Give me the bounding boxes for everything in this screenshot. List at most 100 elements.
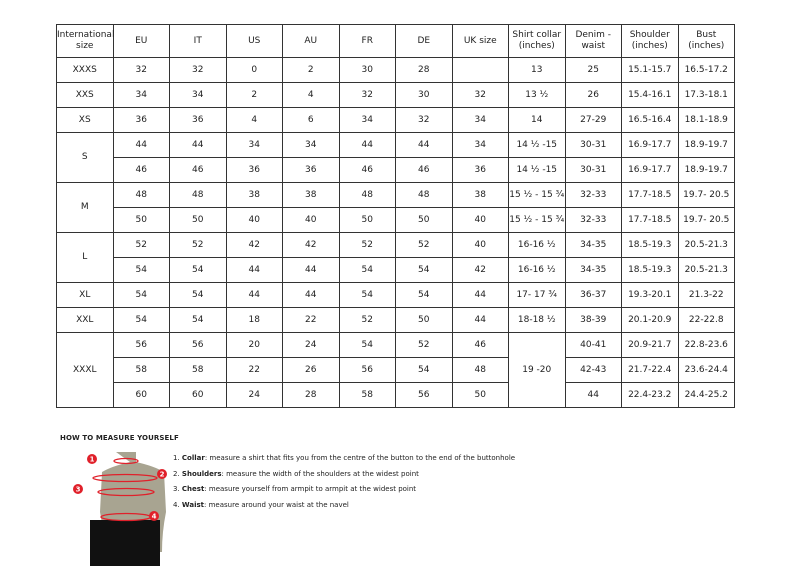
table-cell: 52 bbox=[395, 332, 453, 358]
table-cell: 48 bbox=[338, 182, 396, 208]
table-cell: 40 bbox=[451, 232, 509, 258]
table-cell: 54 bbox=[169, 282, 227, 308]
table-cell: 44 bbox=[225, 257, 283, 283]
table-cell: 38 bbox=[225, 182, 283, 208]
column-header: AU bbox=[282, 24, 340, 58]
table-cell: 36 bbox=[282, 157, 340, 183]
table-cell: 25 bbox=[564, 57, 622, 83]
table-cell: 46 bbox=[112, 157, 170, 183]
table-cell: 32-33 bbox=[564, 182, 622, 208]
table-cell: 21.7-22.4 bbox=[621, 357, 679, 383]
header-row: International size EU IT US AU FR DE UK size Shi… bbox=[56, 24, 735, 58]
table-cell: 2 bbox=[282, 57, 340, 83]
table-cell: 24 bbox=[282, 332, 340, 358]
table-cell: 23.6-24.4 bbox=[677, 357, 735, 383]
table-cell: 44 bbox=[395, 132, 453, 158]
column-header: Shoulder (inches) bbox=[621, 24, 679, 58]
table-cell: 36 bbox=[225, 157, 283, 183]
table-cell: 14 bbox=[508, 107, 566, 133]
table-cell: 18.9-19.7 bbox=[677, 157, 735, 183]
table-cell: 18.1-18.9 bbox=[677, 107, 735, 133]
table-cell: 17.7-18.5 bbox=[621, 182, 679, 208]
column-header: Shirt collar (inches) bbox=[508, 24, 566, 58]
table-cell: 24.4-25.2 bbox=[677, 382, 735, 408]
size-chart-table: International size EU IT US AU FR DE UK size Shi… bbox=[56, 24, 735, 408]
table-cell: 34 bbox=[451, 107, 509, 133]
table-row: 50 50 40 40 50 50 40 15 ½ - 15 ¾ 32-33 17.7-18.5 1… bbox=[57, 207, 735, 233]
table-cell: 44 bbox=[282, 282, 340, 308]
table-cell: 20.1-20.9 bbox=[621, 307, 679, 333]
column-header: IT bbox=[169, 24, 227, 58]
table-cell: 56 bbox=[338, 357, 396, 383]
table-cell: 22.8-23.6 bbox=[677, 332, 735, 358]
table-cell: 20.5-21.3 bbox=[677, 232, 735, 258]
table-cell: 15.1-15.7 bbox=[621, 57, 679, 83]
table-cell: 54 bbox=[395, 257, 453, 283]
instruction-chest: 3. Chest: measure yourself from armpit t… bbox=[173, 485, 417, 493]
instruction-collar: 1. Collar: measure a shirt that fits you… bbox=[173, 454, 516, 462]
table-cell: 18.5-19.3 bbox=[621, 257, 679, 283]
table-cell: 34 bbox=[169, 82, 227, 108]
table-cell: 40-41 bbox=[564, 332, 622, 358]
table-cell: 16.5-16.4 bbox=[621, 107, 679, 133]
table-cell: 16.9-17.7 bbox=[621, 132, 679, 158]
table-row: S 44 44 34 34 44 44 34 14 ½ -15 30-31 16.9-17.7 18.… bbox=[56, 132, 735, 183]
international-size-cell: XXS bbox=[56, 82, 114, 108]
table-cell: 32 bbox=[451, 82, 509, 108]
table-cell: 42 bbox=[225, 232, 283, 258]
table-cell: 50 bbox=[451, 382, 509, 408]
table-cell: 20.5-21.3 bbox=[677, 257, 735, 283]
table-cell: 52 bbox=[338, 307, 396, 333]
table-cell: 44 bbox=[564, 382, 622, 408]
table-cell: 56 bbox=[169, 332, 227, 358]
table-cell: 52 bbox=[112, 232, 170, 258]
table-cell: 14 ½ -15 bbox=[508, 157, 566, 183]
table-cell: 38 bbox=[282, 182, 340, 208]
table-cell: 44 bbox=[451, 282, 509, 308]
table-cell: 54 bbox=[112, 307, 170, 333]
table-cell: 15 ½ - 15 ¾ bbox=[508, 207, 566, 233]
table-cell: 16.9-17.7 bbox=[621, 157, 679, 183]
table-cell: 30-31 bbox=[564, 132, 622, 158]
table-cell: 54 bbox=[169, 257, 227, 283]
table-cell: 22 bbox=[225, 357, 283, 383]
table-cell: 30-31 bbox=[564, 157, 622, 183]
table-cell: 48 bbox=[112, 182, 170, 208]
table-row: 46 46 36 36 46 46 36 14 ½ -15 30-31 16.9-17.7 18.9… bbox=[57, 157, 735, 183]
table-cell: 50 bbox=[395, 207, 453, 233]
table-cell: 40 bbox=[451, 207, 509, 233]
table-cell: 15 ½ - 15 ¾ bbox=[508, 182, 566, 208]
table-cell: 16.5-17.2 bbox=[677, 57, 735, 83]
table-cell: 46 bbox=[395, 157, 453, 183]
measurement-figure: 1 2 3 4 bbox=[73, 452, 167, 566]
table-cell: 46 bbox=[169, 157, 227, 183]
column-header: DE bbox=[395, 24, 453, 58]
table-cell: 21.3-22 bbox=[677, 282, 735, 308]
column-header: FR bbox=[338, 24, 396, 58]
table-cell: 22.4-23.2 bbox=[621, 382, 679, 408]
table-cell: 52 bbox=[338, 232, 396, 258]
table-cell: 22-22.8 bbox=[677, 307, 735, 333]
guide-title: HOW TO MEASURE YOURSELF bbox=[60, 434, 179, 442]
table-cell: 34-35 bbox=[564, 232, 622, 258]
table-cell: 34 bbox=[338, 107, 396, 133]
table-cell: 32-33 bbox=[564, 207, 622, 233]
table-cell: 54 bbox=[395, 357, 453, 383]
column-header: International size bbox=[56, 24, 114, 58]
table-cell: 42 bbox=[282, 232, 340, 258]
international-size-cell: M bbox=[56, 182, 114, 233]
table-row: XXXS 32 32 0 2 30 28 13 25 15.1-15.7 16.5-17.2 bbox=[56, 57, 735, 83]
table-cell: 34 bbox=[282, 132, 340, 158]
table-cell: 30 bbox=[395, 82, 453, 108]
table-cell: 54 bbox=[395, 282, 453, 308]
table-row: XXL 54 54 18 22 52 50 44 18-18 ½ 38-39 20.1-20.9 22… bbox=[56, 307, 735, 333]
table-cell: 36 bbox=[112, 107, 170, 133]
table-cell: 24 bbox=[225, 382, 283, 408]
table-cell: 44 bbox=[225, 282, 283, 308]
table-cell: 42-43 bbox=[564, 357, 622, 383]
table-cell: 28 bbox=[282, 382, 340, 408]
table-cell: 56 bbox=[395, 382, 453, 408]
table-cell: 32 bbox=[338, 82, 396, 108]
table-cell: 20.9-21.7 bbox=[621, 332, 679, 358]
table-row: M 48 48 38 38 48 48 38 15 ½ - 15 ¾ 32-33 17.7-18.5… bbox=[56, 182, 735, 233]
